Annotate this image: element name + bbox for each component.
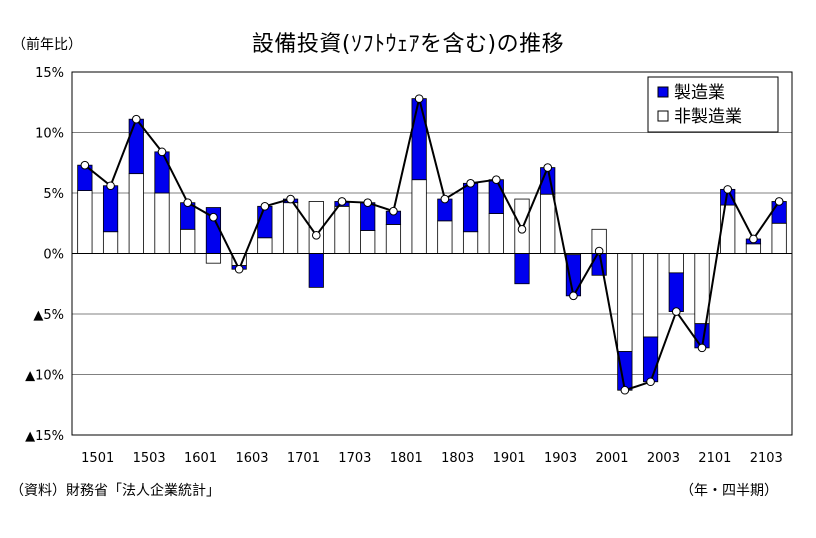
- total-marker: [517, 225, 527, 234]
- total-marker: [620, 385, 630, 395]
- y-tick-label: 5%: [43, 187, 64, 202]
- total-marker: [234, 264, 244, 274]
- legend-swatch-non-manufacturing: [657, 110, 669, 122]
- bar-non-manufacturing: [617, 253, 633, 352]
- x-tick-label: 1703: [338, 451, 371, 466]
- bar-manufacturing: [257, 205, 273, 239]
- x-tick-label: 1803: [441, 451, 474, 466]
- x-tick-label: 1701: [287, 451, 320, 466]
- legend-swatch-manufacturing: [657, 86, 669, 98]
- total-marker: [723, 185, 733, 194]
- bar-manufacturing: [308, 253, 324, 288]
- x-tick-label: 1603: [235, 451, 268, 466]
- bar-non-manufacturing: [360, 230, 376, 254]
- x-tick-label: 2003: [647, 451, 680, 466]
- bar-non-manufacturing: [154, 192, 170, 254]
- bar-non-manufacturing: [411, 179, 427, 254]
- bar-manufacturing: [411, 98, 427, 181]
- x-tick-label: 1801: [390, 451, 423, 466]
- total-marker: [414, 94, 424, 103]
- bar-non-manufacturing: [642, 253, 659, 338]
- bar-manufacturing: [591, 253, 607, 276]
- total-marker: [671, 307, 681, 316]
- bar-manufacturing: [128, 118, 144, 175]
- x-tick-label: 1901: [493, 451, 526, 466]
- bar-manufacturing: [617, 351, 633, 391]
- total-marker: [286, 194, 295, 204]
- y-tick-label: 0%: [43, 248, 64, 263]
- total-marker: [491, 175, 501, 184]
- bar-non-manufacturing: [102, 231, 119, 254]
- total-marker: [337, 197, 347, 206]
- x-tick-label: 2101: [698, 451, 731, 466]
- bar-non-manufacturing: [385, 224, 402, 254]
- total-marker: [131, 114, 141, 124]
- bar-non-manufacturing: [745, 243, 762, 254]
- total-marker: [363, 198, 373, 207]
- bar-manufacturing: [154, 151, 170, 194]
- y-tick-label: ▲15%: [25, 429, 64, 444]
- bar-non-manufacturing: [205, 253, 222, 264]
- bar-non-manufacturing: [540, 193, 556, 254]
- y-tick-label: 10%: [35, 127, 64, 142]
- bar-non-manufacturing: [720, 204, 736, 254]
- bar-non-manufacturing: [282, 202, 299, 254]
- x-tick-label: 2103: [750, 451, 783, 466]
- bar-manufacturing: [642, 336, 659, 383]
- total-marker: [260, 202, 270, 211]
- total-marker: [466, 179, 475, 188]
- bar-non-manufacturing: [77, 190, 93, 254]
- total-marker: [311, 231, 321, 240]
- legend-label-non-manufacturing: 非製造業: [674, 107, 742, 127]
- y-tick-label: ▲5%: [33, 308, 64, 323]
- bar-manufacturing: [668, 272, 684, 312]
- bar-non-manufacturing: [488, 213, 504, 254]
- bar-manufacturing: [488, 179, 504, 214]
- period-note: （年・四半期）: [680, 483, 778, 499]
- total-line: [84, 98, 780, 392]
- bar-non-manufacturing: [437, 220, 453, 254]
- bar-non-manufacturing: [462, 231, 479, 254]
- total-marker: [646, 377, 655, 387]
- x-tick-label: 2001: [595, 451, 628, 466]
- bar-manufacturing: [514, 253, 530, 285]
- total-marker: [183, 198, 193, 207]
- x-tick-label: 1903: [544, 451, 577, 466]
- total-marker: [389, 206, 398, 216]
- bar-non-manufacturing: [334, 205, 350, 254]
- total-marker: [209, 212, 218, 222]
- y-tick-label: ▲10%: [25, 369, 64, 384]
- bar-non-manufacturing: [128, 173, 144, 254]
- bar-manufacturing: [102, 185, 119, 233]
- x-tick-label: 1501: [81, 451, 114, 466]
- total-marker: [697, 343, 707, 353]
- line-layer: [80, 94, 784, 395]
- bar-non-manufacturing: [180, 228, 196, 254]
- axis-layer: 15% 10% 5% 0% ▲5% ▲10% ▲15% 1501 1503 1601 1603 170…: [25, 66, 793, 466]
- bar-layer: [77, 98, 787, 391]
- x-tick-label: 1503: [133, 451, 166, 466]
- bar-non-manufacturing: [771, 222, 787, 254]
- chart-title: 設備投資(ｿﾌﾄｳｪｱを含む)の推移: [251, 32, 565, 57]
- unit-label: （前年比）: [12, 37, 82, 53]
- total-marker: [774, 197, 784, 206]
- bar-manufacturing: [462, 182, 479, 233]
- total-marker: [543, 163, 553, 172]
- bar-non-manufacturing: [257, 237, 273, 254]
- total-marker: [749, 234, 758, 244]
- total-marker: [80, 160, 90, 170]
- total-marker: [440, 194, 450, 204]
- source-note: （資料）財務省「法人企業統計」: [10, 483, 220, 499]
- legend-label-manufacturing: 製造業: [674, 83, 725, 103]
- bar-non-manufacturing: [668, 253, 684, 274]
- total-marker: [106, 181, 115, 191]
- total-marker: [569, 291, 578, 301]
- legend-box: [647, 76, 779, 133]
- total-marker: [594, 246, 604, 256]
- y-tick-label: 15%: [35, 66, 64, 81]
- total-marker: [157, 147, 167, 157]
- x-tick-label: 1601: [184, 451, 217, 466]
